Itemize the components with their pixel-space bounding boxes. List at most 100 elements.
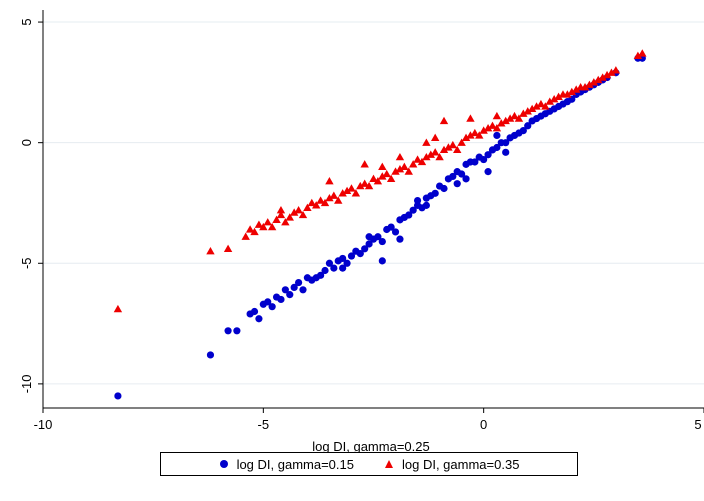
point-triangle (325, 193, 334, 202)
point-triangle (527, 104, 537, 113)
point-circle (440, 184, 448, 193)
point-circle (321, 266, 329, 275)
point-circle (343, 259, 351, 267)
point-triangle (113, 304, 123, 313)
point-circle (250, 307, 259, 316)
point-triangle (422, 152, 431, 161)
legend-entry-gamma-035: log DI, gamma=0.35 (384, 457, 519, 472)
point-triangle (466, 131, 475, 139)
point-triangle (519, 109, 528, 117)
point-triangle (351, 189, 361, 197)
point-triangle (453, 145, 462, 154)
point-triangle (360, 179, 369, 187)
point-triangle (289, 208, 299, 216)
point-circle (409, 206, 417, 214)
point-triangle (611, 66, 621, 74)
x-ticks: -10 -5 0 5 (34, 408, 704, 432)
point-triangle (430, 148, 440, 156)
point-triangle (360, 160, 369, 168)
point-triangle (580, 82, 590, 91)
point-circle (391, 228, 400, 236)
point-triangle (536, 99, 546, 108)
point-triangle (413, 155, 422, 163)
point-circle (396, 235, 404, 243)
point-triangle (594, 75, 603, 84)
x-tick-label: -5 (258, 417, 270, 432)
point-triangle (475, 131, 484, 139)
point-triangle (435, 152, 444, 161)
legend-label-gamma-035: log DI, gamma=0.35 (402, 456, 520, 472)
point-triangle (325, 177, 334, 185)
point-circle (361, 245, 369, 253)
point-triangle (206, 247, 215, 255)
point-circle (387, 223, 395, 231)
point-triangle (316, 196, 325, 204)
point-triangle (541, 102, 550, 110)
point-triangle (430, 133, 440, 141)
point-circle (462, 175, 470, 183)
x-tick-label: -10 (34, 417, 53, 432)
point-triangle (294, 206, 303, 214)
point-circle (317, 271, 325, 279)
legend-entry-gamma-015: log DI, gamma=0.15 (219, 457, 354, 472)
point-triangle (470, 128, 480, 137)
point-triangle (479, 126, 488, 134)
point-triangle (633, 51, 643, 59)
series-0 (114, 54, 646, 400)
point-triangle (426, 150, 435, 158)
point-triangle (281, 218, 290, 226)
point-triangle (263, 218, 272, 226)
x-tick-label: 0 (480, 417, 487, 432)
point-circle (365, 240, 373, 248)
legend: log DI, gamma=0.15 log DI, gamma=0.35 (160, 452, 578, 476)
point-circle (299, 286, 307, 294)
point-circle (519, 127, 527, 135)
point-triangle (417, 157, 427, 166)
point-triangle (589, 78, 599, 86)
point-circle (458, 170, 466, 178)
point-triangle (563, 90, 572, 98)
point-triangle (378, 172, 387, 180)
point-triangle (259, 222, 268, 231)
point-circle (347, 252, 356, 260)
point-circle (484, 168, 492, 176)
point-triangle (404, 167, 413, 175)
point-triangle (334, 196, 343, 204)
point-circle (493, 143, 501, 152)
point-circle (356, 250, 364, 258)
point-triangle (514, 114, 524, 122)
point-triangle (347, 184, 356, 192)
point-circle (330, 264, 338, 272)
point-triangle (364, 181, 374, 190)
red-triangle-marker-icon (385, 460, 393, 468)
point-triangle (448, 140, 458, 149)
point-triangle (505, 114, 515, 122)
point-triangle (338, 189, 347, 197)
point-circle (277, 295, 285, 304)
point-triangle (549, 95, 559, 103)
point-triangle (483, 123, 493, 132)
point-triangle (386, 174, 396, 182)
point-circle (233, 327, 241, 335)
point-triangle (250, 227, 259, 236)
point-circle (224, 327, 232, 335)
legend-label-gamma-015: log DI, gamma=0.15 (236, 456, 354, 472)
point-circle (422, 201, 430, 209)
y-tick-label: 5 (19, 18, 34, 25)
point-circle (378, 257, 386, 265)
point-circle (114, 392, 122, 400)
point-triangle (466, 114, 475, 122)
point-triangle (444, 143, 453, 151)
point-triangle (567, 87, 576, 96)
x-tick-label: 5 (694, 417, 701, 432)
y-tick-label: 0 (19, 139, 34, 146)
point-triangle (638, 49, 647, 57)
point-circle (294, 278, 303, 287)
point-circle (365, 233, 373, 241)
point-triangle (422, 138, 431, 146)
point-triangle (312, 201, 321, 209)
point-triangle (395, 152, 405, 161)
point-triangle (501, 116, 510, 125)
point-triangle (378, 162, 387, 170)
